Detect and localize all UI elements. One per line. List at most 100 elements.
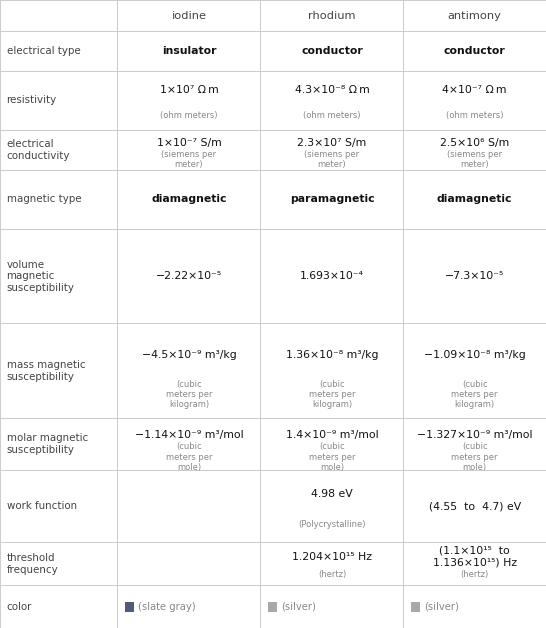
Text: electrical
conductivity: electrical conductivity (7, 139, 70, 161)
Bar (260, 130, 403, 170)
Text: (siemens per
meter): (siemens per meter) (305, 150, 359, 170)
Text: diamagnetic: diamagnetic (151, 194, 227, 204)
Text: iodine: iodine (171, 11, 206, 21)
Text: insulator: insulator (162, 46, 216, 56)
Text: molar magnetic
susceptibility: molar magnetic susceptibility (7, 433, 88, 455)
Text: (cubic
meters per
mole): (cubic meters per mole) (165, 442, 212, 472)
Text: conductor: conductor (301, 46, 363, 56)
Bar (403, 229, 546, 323)
Text: (hertz): (hertz) (461, 570, 489, 579)
Bar (260, 0, 403, 31)
Bar (403, 71, 546, 130)
Text: antimony: antimony (448, 11, 502, 21)
Text: (ohm meters): (ohm meters) (446, 111, 503, 120)
Text: (cubic
meters per
kilogram): (cubic meters per kilogram) (452, 379, 498, 409)
Text: mass magnetic
susceptibility: mass magnetic susceptibility (7, 360, 85, 382)
Bar (0, 323, 117, 418)
Bar (403, 323, 546, 418)
Text: (4.55  to  4.7) eV: (4.55 to 4.7) eV (429, 501, 521, 511)
Bar (0, 170, 117, 229)
Text: −1.09×10⁻⁸ m³/kg: −1.09×10⁻⁸ m³/kg (424, 350, 526, 360)
Bar (117, 585, 260, 628)
Bar (260, 543, 403, 585)
Bar (268, 602, 277, 612)
Bar (403, 130, 546, 170)
Text: (cubic
meters per
kilogram): (cubic meters per kilogram) (165, 379, 212, 409)
Bar (0, 418, 117, 470)
Text: (ohm meters): (ohm meters) (160, 111, 218, 120)
Bar (260, 585, 403, 628)
Text: (siemens per
meter): (siemens per meter) (447, 150, 502, 170)
Bar (0, 130, 117, 170)
Bar (117, 229, 260, 323)
Bar (0, 543, 117, 585)
Bar (403, 418, 546, 470)
Text: work function: work function (7, 501, 76, 511)
Bar (403, 170, 546, 229)
Text: threshold
frequency: threshold frequency (7, 553, 58, 575)
Bar (260, 470, 403, 543)
Bar (403, 0, 546, 31)
Bar (117, 470, 260, 543)
Bar (125, 602, 134, 612)
Bar (260, 71, 403, 130)
Bar (117, 31, 260, 71)
Text: 4×10⁻⁷ Ω m: 4×10⁻⁷ Ω m (442, 85, 507, 95)
Text: 1.4×10⁻⁹ m³/mol: 1.4×10⁻⁹ m³/mol (286, 430, 378, 440)
Text: volume
magnetic
susceptibility: volume magnetic susceptibility (7, 259, 75, 293)
Text: 2.3×10⁷ S/m: 2.3×10⁷ S/m (298, 138, 366, 148)
Text: resistivity: resistivity (7, 95, 57, 106)
Text: −1.327×10⁻⁹ m³/mol: −1.327×10⁻⁹ m³/mol (417, 430, 532, 440)
Text: −2.22×10⁻⁵: −2.22×10⁻⁵ (156, 271, 222, 281)
Bar (411, 602, 420, 612)
Bar (0, 31, 117, 71)
Text: −4.5×10⁻⁹ m³/kg: −4.5×10⁻⁹ m³/kg (141, 350, 236, 360)
Text: conductor: conductor (444, 46, 506, 56)
Text: (Polycrystalline): (Polycrystalline) (298, 520, 366, 529)
Bar (260, 418, 403, 470)
Text: (siemens per
meter): (siemens per meter) (162, 150, 216, 170)
Bar (117, 323, 260, 418)
Bar (117, 71, 260, 130)
Bar (117, 0, 260, 31)
Text: diamagnetic: diamagnetic (437, 194, 513, 204)
Text: (slate gray): (slate gray) (138, 602, 195, 612)
Text: 1.204×10¹⁵ Hz: 1.204×10¹⁵ Hz (292, 551, 372, 561)
Text: 2.5×10⁶ S/m: 2.5×10⁶ S/m (440, 138, 509, 148)
Bar (403, 585, 546, 628)
Text: (silver): (silver) (424, 602, 459, 612)
Bar (260, 31, 403, 71)
Text: color: color (7, 602, 32, 612)
Bar (260, 323, 403, 418)
Text: 4.98 eV: 4.98 eV (311, 489, 353, 499)
Bar (0, 71, 117, 130)
Text: −1.14×10⁻⁹ m³/mol: −1.14×10⁻⁹ m³/mol (135, 430, 243, 440)
Text: (cubic
meters per
mole): (cubic meters per mole) (452, 442, 498, 472)
Text: 1.693×10⁻⁴: 1.693×10⁻⁴ (300, 271, 364, 281)
Bar (0, 470, 117, 543)
Text: magnetic type: magnetic type (7, 194, 81, 204)
Bar (403, 31, 546, 71)
Bar (403, 470, 546, 543)
Text: rhodium: rhodium (308, 11, 355, 21)
Text: (hertz): (hertz) (318, 570, 346, 579)
Bar (0, 229, 117, 323)
Text: 1×10⁻⁷ S/m: 1×10⁻⁷ S/m (157, 138, 221, 148)
Bar (117, 418, 260, 470)
Bar (0, 585, 117, 628)
Bar (260, 170, 403, 229)
Text: (ohm meters): (ohm meters) (303, 111, 361, 120)
Text: (cubic
meters per
mole): (cubic meters per mole) (308, 442, 355, 472)
Bar (403, 543, 546, 585)
Bar (260, 229, 403, 323)
Text: electrical type: electrical type (7, 46, 80, 56)
Bar (117, 170, 260, 229)
Text: (1.1×10¹⁵  to
1.136×10¹⁵) Hz: (1.1×10¹⁵ to 1.136×10¹⁵) Hz (432, 546, 517, 567)
Text: 1×10⁷ Ω m: 1×10⁷ Ω m (159, 85, 218, 95)
Text: (cubic
meters per
kilogram): (cubic meters per kilogram) (308, 379, 355, 409)
Bar (0, 0, 117, 31)
Bar (117, 130, 260, 170)
Bar (117, 543, 260, 585)
Text: 1.36×10⁻⁸ m³/kg: 1.36×10⁻⁸ m³/kg (286, 350, 378, 360)
Text: (silver): (silver) (281, 602, 316, 612)
